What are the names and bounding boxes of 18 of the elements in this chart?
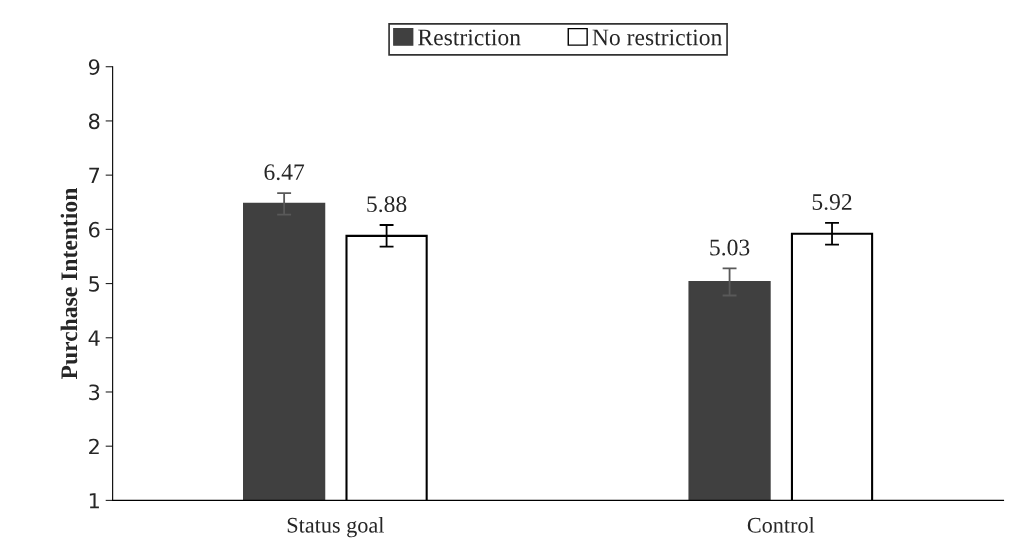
y-tick-label: 1 xyxy=(89,493,99,509)
y-tick-label: 5 xyxy=(89,276,100,292)
y-tick-label: 8 xyxy=(88,113,100,130)
y-tick-label: 4 xyxy=(88,330,100,346)
data-label: 5.88 xyxy=(367,196,407,213)
y-tick-label: 9 xyxy=(88,59,100,75)
x-tick-label: Status goal xyxy=(287,517,384,538)
y-tick-label: 3 xyxy=(89,384,100,401)
y-tick-label: 6 xyxy=(89,221,100,238)
data-label: 6.47 xyxy=(264,164,305,181)
data-label: 5.03 xyxy=(710,239,750,256)
legend-label: Restriction xyxy=(418,29,521,46)
data-label: 5.92 xyxy=(812,194,852,211)
x-tick-label: Control xyxy=(747,517,815,533)
y-tick-label: 7 xyxy=(89,167,100,184)
y-tick-label: 2 xyxy=(89,438,99,455)
legend-label: No restriction xyxy=(592,29,722,46)
y-axis-title: Purchase Intention xyxy=(60,188,78,380)
